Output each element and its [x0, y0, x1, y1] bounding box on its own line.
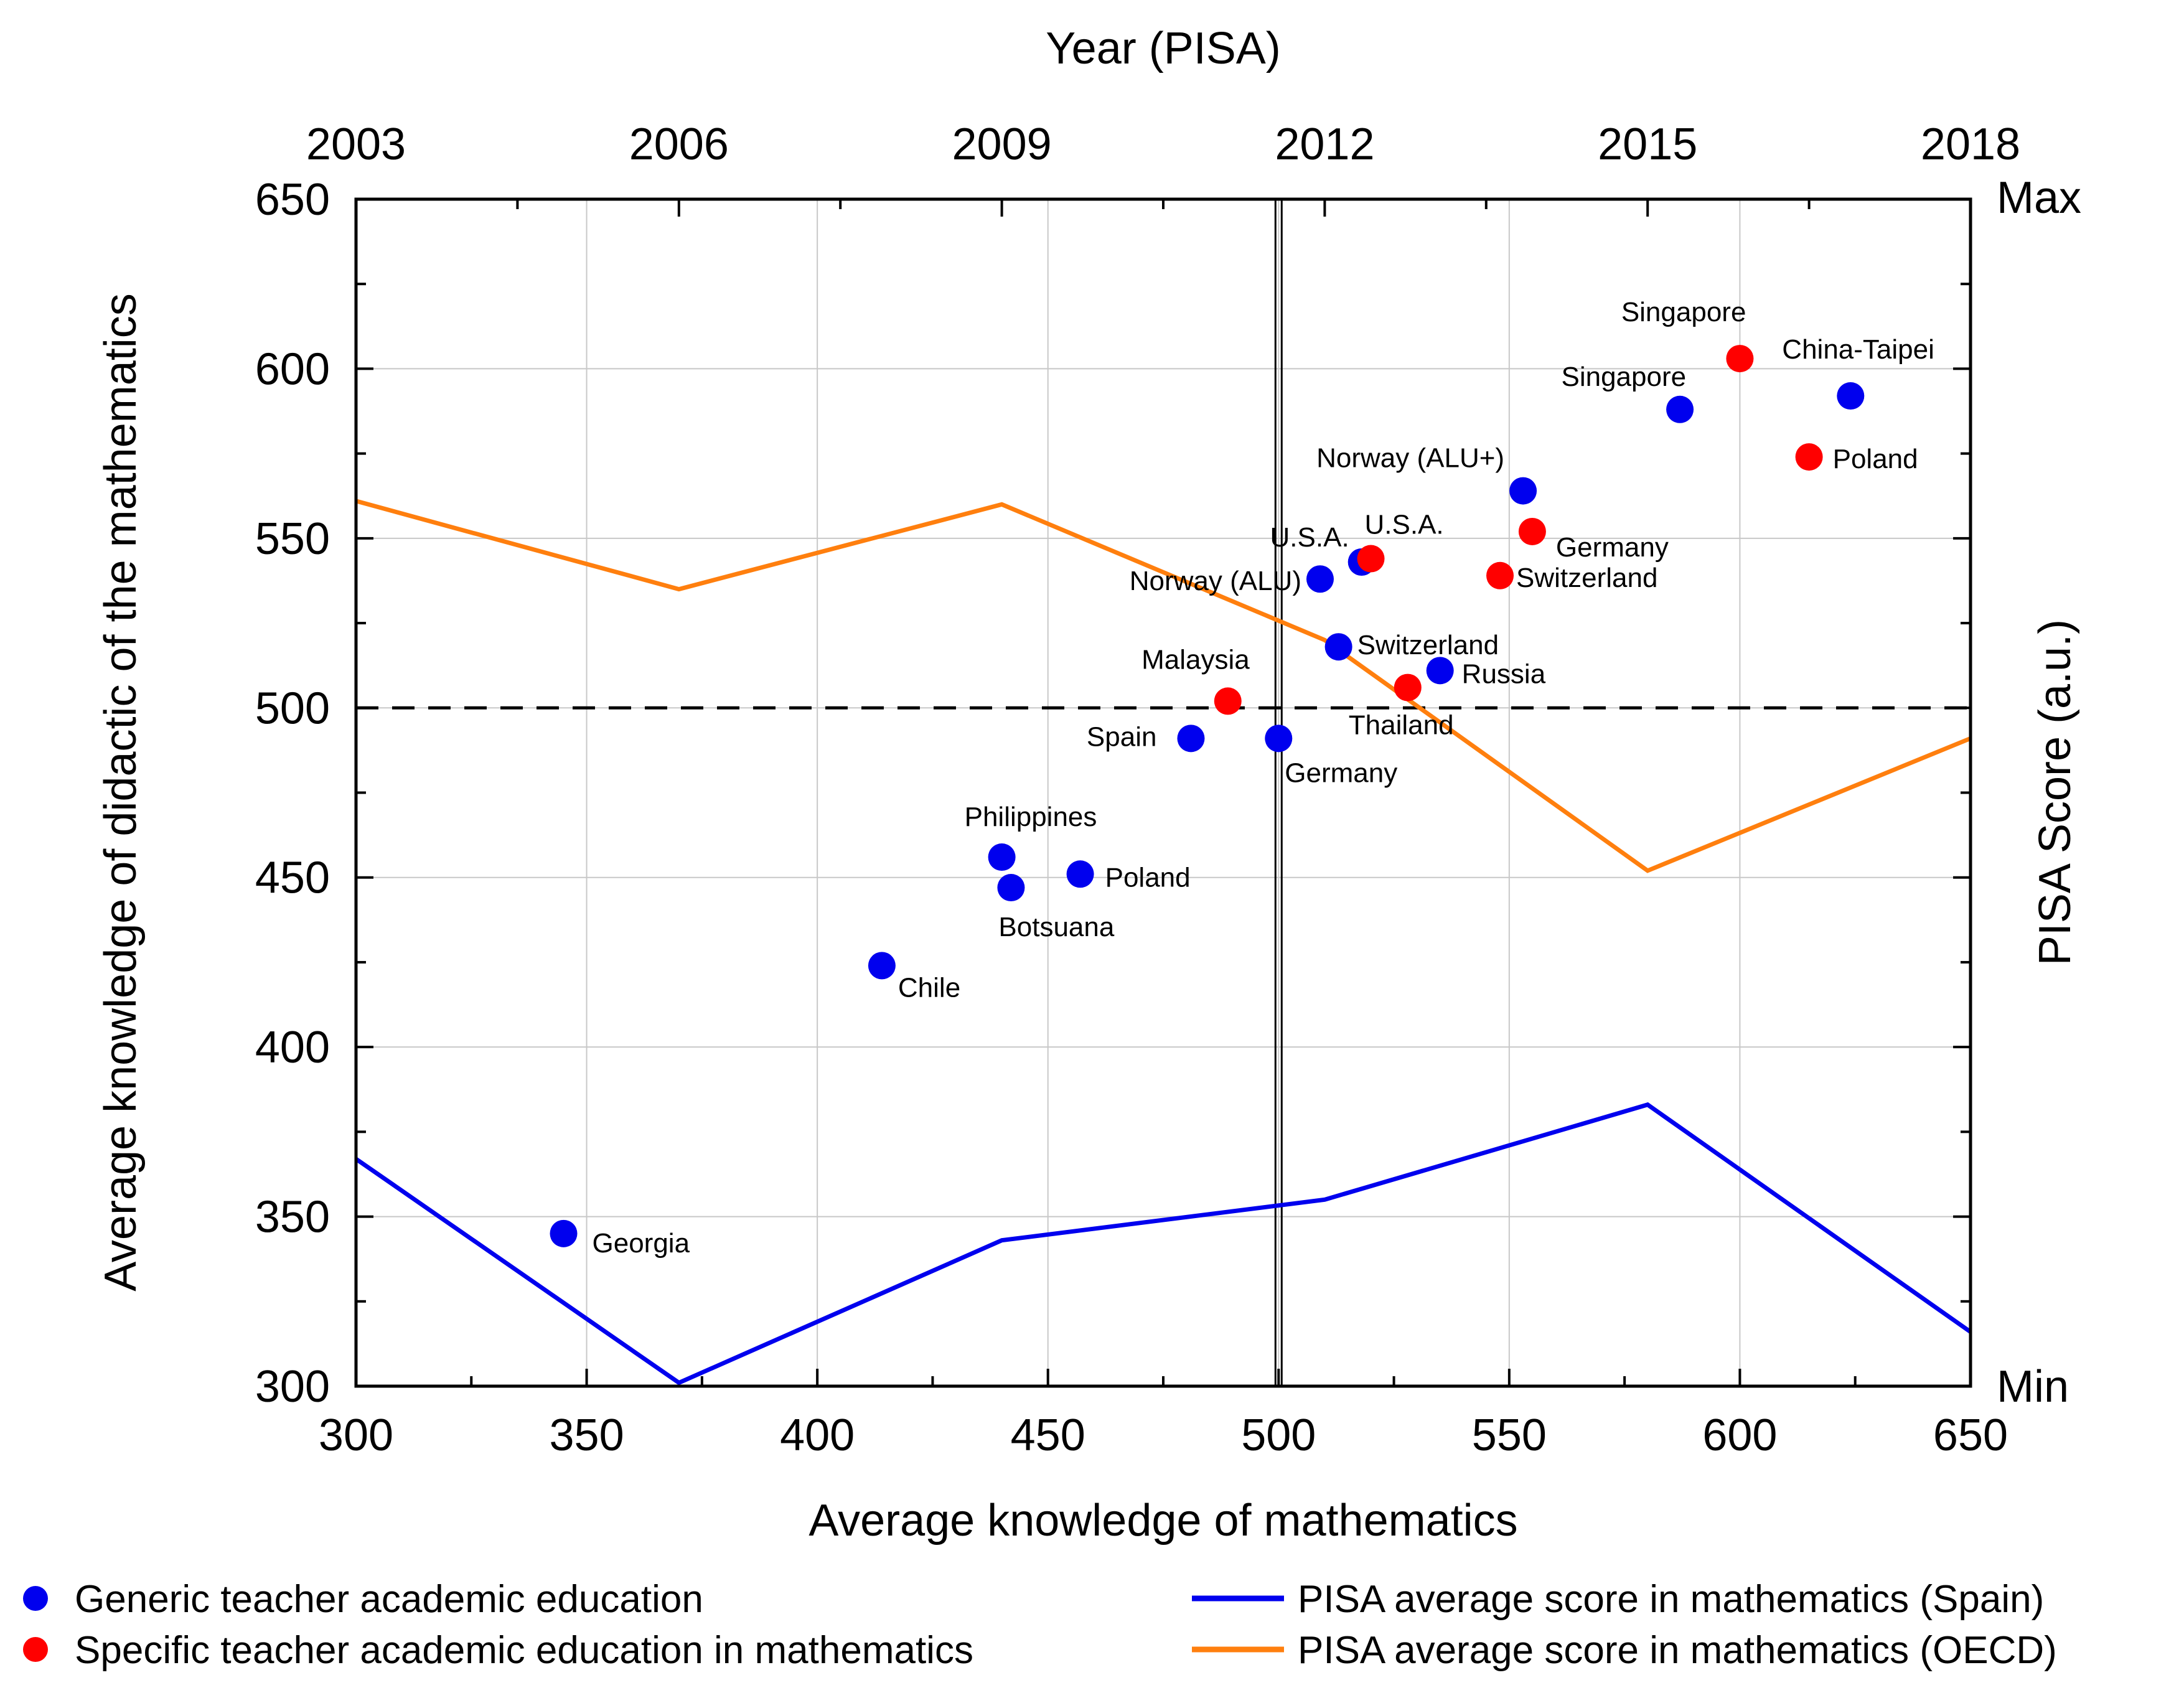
point-label: Georgia	[593, 1228, 690, 1259]
specific-point	[1214, 687, 1242, 715]
pisa-lines	[355, 499, 1972, 1386]
generic-point	[997, 874, 1025, 902]
point-label: Germany	[1285, 758, 1397, 788]
legend: Generic teacher academic education Speci…	[23, 1578, 2057, 1672]
x-tick-label: 550	[1472, 1410, 1547, 1460]
generic-point	[1177, 725, 1205, 753]
point-label: Norway (ALU)	[1130, 566, 1301, 596]
x2-tick-label: 2009	[952, 120, 1052, 169]
specific-point	[1394, 673, 1422, 701]
x-axis-label: Average knowledge of mathematics	[808, 1496, 1517, 1546]
specific-point	[1726, 345, 1754, 373]
point-label: Poland	[1833, 444, 1918, 474]
x-tick-label: 600	[1702, 1410, 1777, 1460]
y2-min-label: Min	[1997, 1362, 2069, 1412]
point-label: Thailand	[1349, 710, 1454, 741]
point-label: Botsuana	[998, 912, 1114, 942]
legend-marker-specific	[23, 1637, 48, 1662]
legend-label-generic: Generic teacher academic education	[75, 1578, 703, 1621]
ticks: 300 350 400 450 500 550 600 650 300 350 400 450 500 5…	[255, 120, 2020, 1460]
y2-max-label: Max	[1997, 173, 2081, 223]
generic-point	[1666, 395, 1694, 423]
spain-pisa-line	[355, 1102, 1972, 1386]
legend-marker-generic	[23, 1586, 48, 1611]
legend-label-specific: Specific teacher academic education in m…	[75, 1629, 973, 1672]
x2-tick-label: 2018	[1921, 120, 2020, 169]
generic-point	[1324, 633, 1352, 661]
point-label: Singapore	[1561, 362, 1686, 392]
x2-tick-label: 2003	[306, 120, 406, 169]
x-tick-label: 400	[780, 1410, 855, 1460]
x-tick-label: 500	[1241, 1410, 1316, 1460]
point-label: Poland	[1105, 862, 1191, 893]
scatter-points	[550, 345, 1865, 1247]
x2-tick-label: 2006	[629, 120, 729, 169]
specific-point	[1357, 545, 1385, 573]
legend-label-spain: PISA average score in mathematics (Spain…	[1298, 1578, 2044, 1621]
point-label: China-Taipei	[1782, 334, 1934, 365]
y-tick-label: 350	[255, 1193, 330, 1242]
generic-point	[1306, 565, 1334, 593]
legend-label-oecd: PISA average score in mathematics (OECD)	[1298, 1629, 2057, 1672]
x-tick-label: 300	[319, 1410, 393, 1460]
x-tick-label: 350	[550, 1410, 624, 1460]
y-tick-label: 600	[255, 344, 330, 394]
y-axis-label: Average knowledge of didactic of the mat…	[96, 293, 146, 1292]
reference-lines	[356, 199, 1971, 1386]
generic-point	[1837, 382, 1865, 410]
specific-point	[1486, 561, 1514, 589]
specific-point	[1795, 443, 1823, 471]
y-tick-label: 450	[255, 853, 330, 903]
y-tick-label: 500	[255, 683, 330, 733]
x-tick-label: 450	[1011, 1410, 1085, 1460]
point-label: Malaysia	[1141, 644, 1250, 675]
y-tick-label: 650	[255, 175, 330, 225]
x2-axis-label: Year (PISA)	[1046, 24, 1281, 73]
point-label: Chile	[898, 972, 960, 1003]
y-tick-label: 550	[255, 514, 330, 564]
x2-tick-label: 2012	[1275, 120, 1374, 169]
generic-point	[1265, 725, 1293, 753]
generic-point	[868, 952, 896, 980]
generic-point	[550, 1219, 578, 1247]
axis-labels: Average knowledge of mathematics Year (P…	[96, 24, 2081, 1546]
x-tick-label: 650	[1933, 1410, 2008, 1460]
point-label: U.S.A.	[1270, 522, 1349, 553]
point-label: Singapore	[1621, 297, 1746, 327]
point-label: Norway (ALU+)	[1316, 443, 1504, 474]
point-label: Philippines	[965, 802, 1097, 832]
y2-axis-label: PISA Score (a.u.)	[2030, 619, 2080, 965]
specific-point	[1518, 517, 1546, 545]
oecd-pisa-line	[355, 499, 1972, 873]
point-labels: Georgia Chile Philippines Botsuana Poland Spa…	[593, 297, 1934, 1259]
generic-point	[1066, 860, 1094, 888]
y-tick-label: 400	[255, 1023, 330, 1072]
point-label: U.S.A.	[1365, 510, 1444, 540]
x2-tick-label: 2015	[1598, 120, 1697, 169]
point-label: Russia	[1462, 659, 1546, 689]
point-label: Switzerland	[1357, 630, 1499, 660]
generic-point	[1426, 657, 1454, 685]
y-tick-label: 300	[255, 1362, 330, 1412]
point-label: Spain	[1087, 721, 1157, 752]
generic-point	[988, 843, 1016, 871]
generic-point	[1509, 477, 1537, 505]
point-label: Switzerland	[1516, 563, 1657, 593]
point-label: Germany	[1556, 532, 1669, 563]
